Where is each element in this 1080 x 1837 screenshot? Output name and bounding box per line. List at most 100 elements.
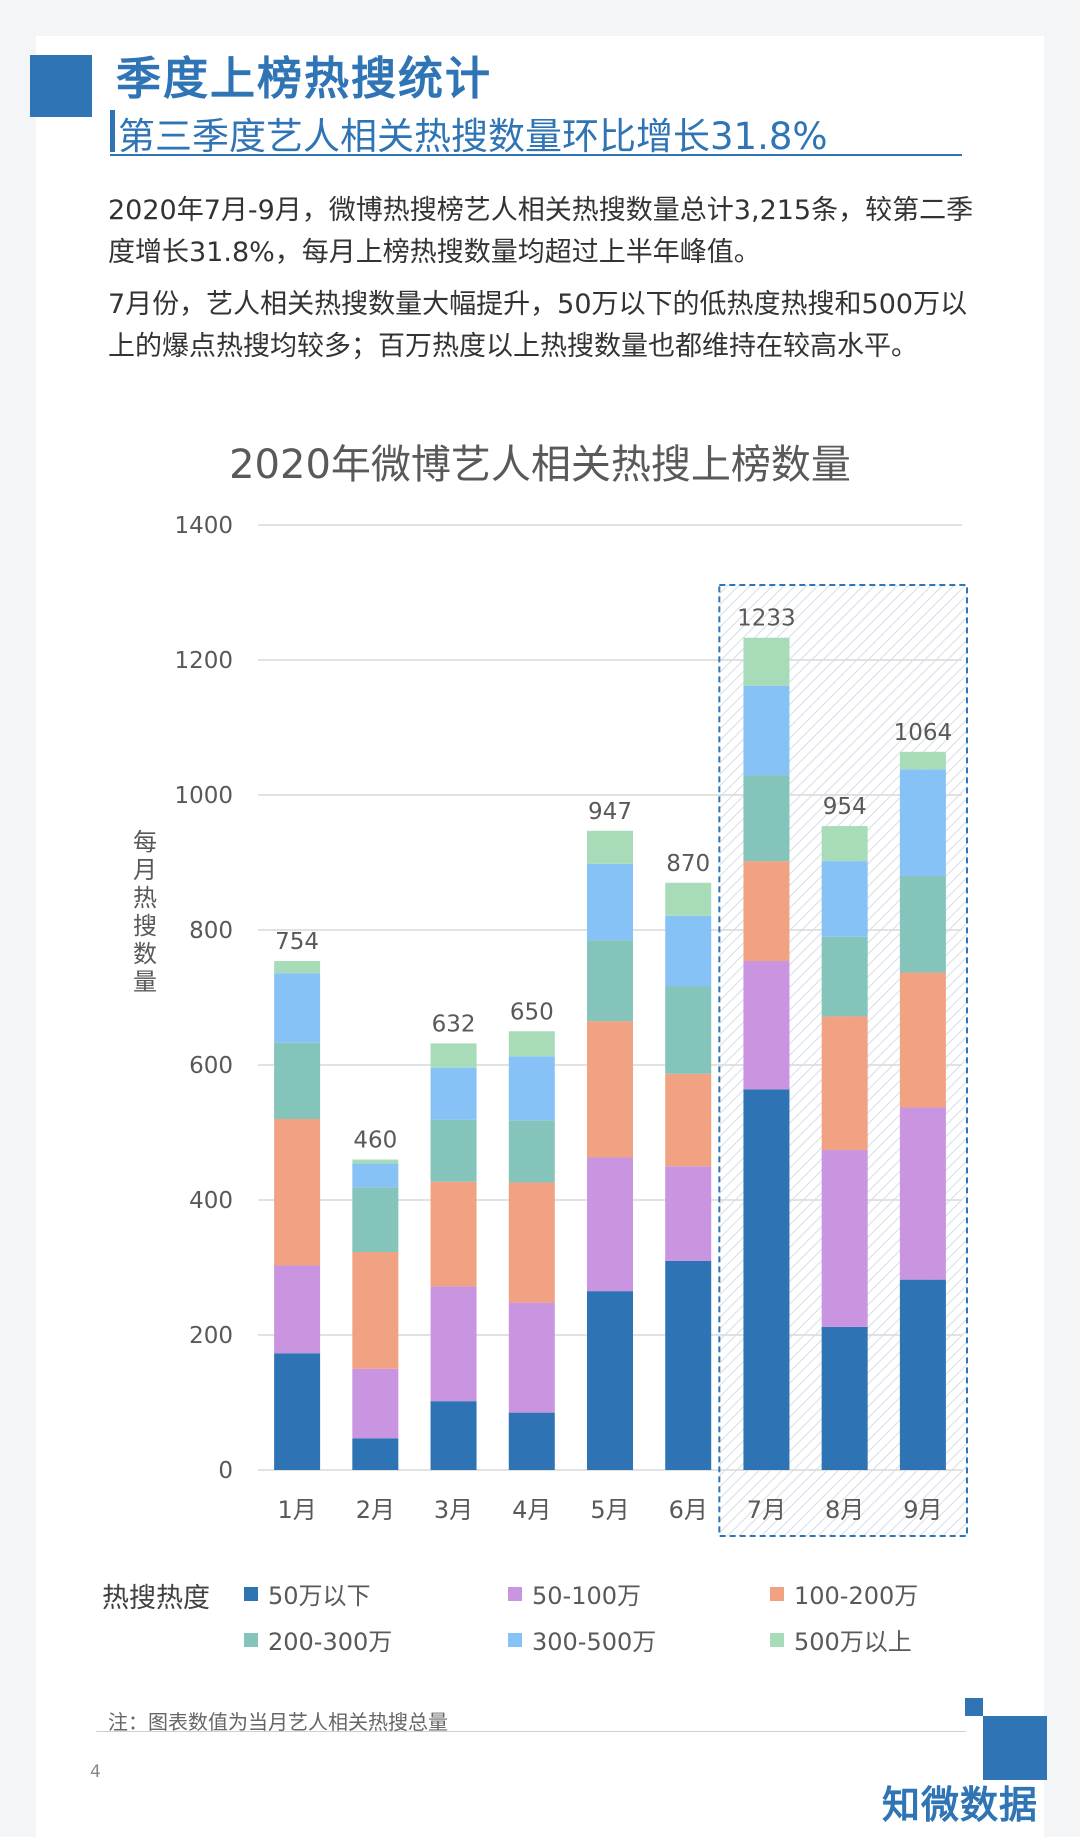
legend-swatch (770, 1586, 784, 1601)
bar-segment (665, 986, 712, 1074)
data-label: 1064 (894, 720, 953, 746)
data-label: 650 (510, 999, 554, 1025)
y-tick-label: 1200 (174, 648, 233, 674)
summary-paragraph-1: 2020年7月-9月，微博热搜榜艺人相关热搜数量总计3,215条，较第二季度增长… (108, 195, 974, 268)
y-tick-label: 1400 (174, 513, 233, 539)
bar-segment (899, 876, 946, 973)
bar-segment (508, 1031, 555, 1057)
legend-item: 50-100万 (508, 1576, 641, 1611)
bar-segment (352, 1251, 399, 1369)
legend-label: 100-200万 (794, 1582, 919, 1610)
bar-segment (899, 1107, 946, 1280)
x-tick-label: 6月 (669, 1496, 708, 1524)
y-tick-label: 200 (189, 1323, 233, 1349)
labels: 0 200 400 600 800 1000 1200 1400 754 1月 460 2月 632 3月… (174, 513, 952, 1524)
y-tick-label: 400 (189, 1188, 233, 1214)
legend-label: 50-100万 (532, 1582, 642, 1610)
bar-segment (430, 1043, 477, 1068)
footnote-divider (96, 1731, 966, 1732)
data-label: 947 (588, 799, 632, 825)
legend-label: 300-500万 (532, 1628, 657, 1656)
bar-segment (665, 1166, 712, 1261)
bar-segment (587, 1021, 633, 1158)
bar-segment (508, 1120, 555, 1183)
x-tick-label: 7月 (747, 1496, 786, 1524)
bar-segment (665, 882, 712, 916)
x-tick-label: 5月 (590, 1496, 629, 1524)
bar-segment (274, 973, 321, 1043)
bar-segment (587, 830, 633, 864)
bar-segment (430, 1067, 477, 1120)
bar-segment (274, 1265, 321, 1354)
bar-segment (508, 1182, 555, 1303)
bar-segment (743, 861, 790, 962)
bar-segment (352, 1159, 399, 1164)
page-number: 4 (90, 1762, 101, 1782)
bar-segment (821, 936, 868, 1017)
bar-segment (430, 1181, 477, 1287)
bar-segment (899, 972, 946, 1108)
y-tick-label: 800 (189, 918, 233, 944)
bars (274, 637, 946, 1470)
y-tick-label: 1000 (174, 783, 233, 809)
bar-segment (274, 961, 321, 974)
bar-segment (274, 1042, 321, 1119)
bar-segment (821, 1016, 868, 1151)
bar-segment (899, 1279, 946, 1470)
bar-segment (587, 940, 633, 1022)
y-tick-label: 600 (189, 1053, 233, 1079)
bar-segment (587, 1157, 633, 1292)
logo-square-small (965, 1698, 983, 1716)
x-tick-label: 9月 (903, 1496, 942, 1524)
title-divider (110, 154, 962, 156)
x-tick-label: 1月 (277, 1496, 316, 1524)
corner-accent-block (30, 55, 92, 117)
chart-title: 2020年微博艺人相关热搜上榜数量 (229, 442, 851, 488)
legend-swatch (244, 1586, 258, 1601)
legend-item: 500万以上 (770, 1622, 912, 1657)
summary-paragraph-2: 7月份，艺人相关热搜数量大幅提升，50万以下的低热度热搜和500万以上的爆点热搜… (108, 289, 968, 362)
legend-label: 50万以下 (268, 1582, 371, 1610)
legend-label: 500万以上 (794, 1628, 912, 1656)
x-tick-label: 8月 (825, 1496, 864, 1524)
data-label: 1233 (737, 606, 796, 632)
bar-segment (352, 1438, 399, 1470)
legend-title: 热搜热度 (102, 1583, 210, 1614)
legend-swatch (770, 1632, 784, 1647)
bar-segment (665, 1073, 712, 1167)
data-label: 870 (666, 851, 710, 877)
page-title: 季度上榜热搜统计 (116, 52, 493, 105)
bar-segment (899, 769, 946, 876)
stacked-bar-chart: 0 200 400 600 800 1000 1200 1400 754 1月 460 2月 632 3月… (133, 513, 968, 1537)
bar-segment (899, 751, 946, 770)
brand-logo-text: 知微数据 (882, 1783, 1039, 1827)
bar-segment (430, 1119, 477, 1182)
bar-segment (352, 1187, 399, 1252)
y-tick-label: 0 (218, 1458, 233, 1484)
bar-segment (743, 637, 790, 686)
chart-footnote: 注：图表数值为当月艺人相关热搜总量 (108, 1710, 448, 1734)
bar-segment (821, 1326, 868, 1470)
bar-segment (821, 1150, 868, 1327)
page-subtitle: 第三季度艺人相关热搜数量环比增长31.8% (118, 115, 828, 158)
bar-segment (743, 1089, 790, 1470)
bar-segment (821, 826, 868, 862)
legend-item: 300-500万 (508, 1622, 656, 1657)
bar-segment (508, 1302, 555, 1413)
bar-segment (743, 775, 790, 862)
x-tick-label: 3月 (434, 1496, 473, 1524)
data-label: 460 (353, 1128, 397, 1154)
legend-swatch (508, 1586, 522, 1601)
bar-segment (274, 1353, 321, 1470)
data-label: 954 (823, 794, 867, 820)
data-label: 632 (432, 1011, 476, 1037)
bar-segment (274, 1119, 321, 1266)
legend-item: 100-200万 (770, 1576, 918, 1611)
subtitle-accent-bar (110, 110, 115, 152)
bar-segment (430, 1286, 477, 1402)
legend-item: 50万以下 (244, 1576, 371, 1611)
bar-segment (508, 1412, 555, 1470)
bar-segment (821, 861, 868, 937)
legend-label: 200-300万 (268, 1628, 393, 1656)
bar-segment (665, 915, 712, 987)
